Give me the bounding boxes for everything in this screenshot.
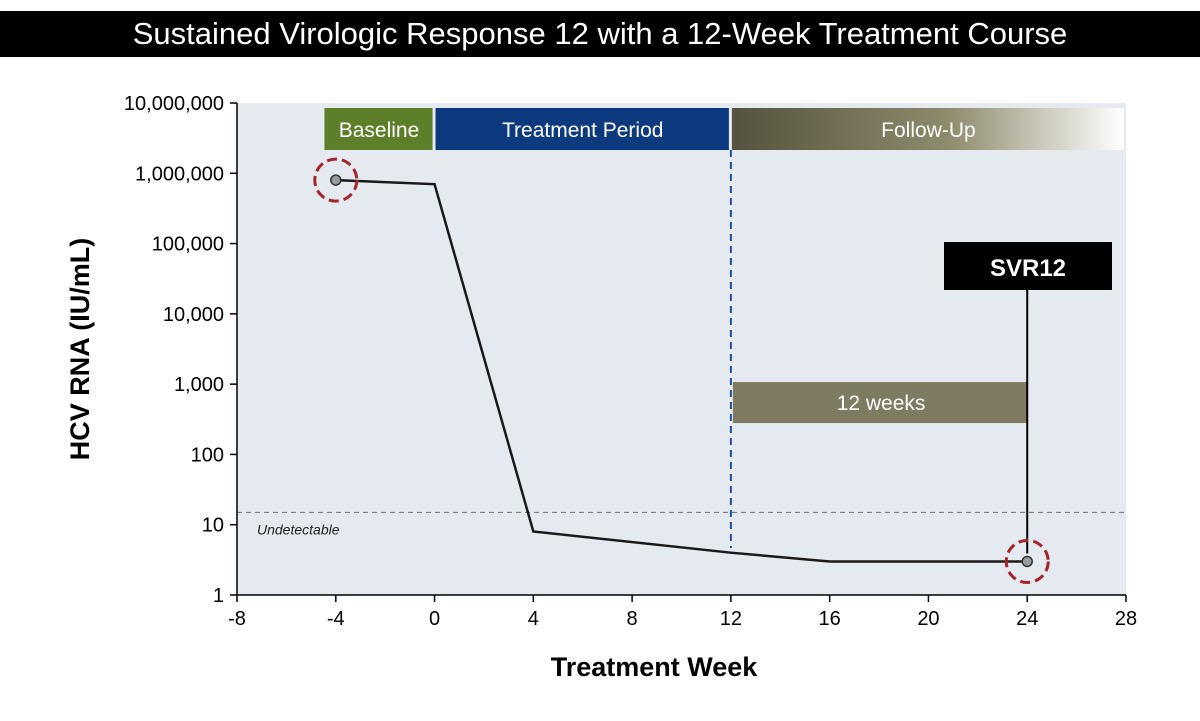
- data-point: [1021, 555, 1033, 568]
- y-axis-title: HCV RNA (IU/mL): [65, 238, 95, 461]
- x-tick-label: 24: [1016, 608, 1038, 630]
- y-tick-label: 10,000,000: [124, 93, 224, 115]
- x-tick-label: 28: [1115, 608, 1137, 630]
- x-tick-label: 0: [429, 608, 440, 630]
- series-line: [335, 178, 1028, 563]
- svr-label-box: [944, 242, 1112, 290]
- y-tick-label: 10: [202, 515, 224, 537]
- svr-label: SVR12: [990, 255, 1066, 282]
- phase-label: Baseline: [339, 119, 420, 142]
- data-point: [330, 174, 342, 186]
- y-tick-label: 1,000: [174, 374, 224, 396]
- phase-bar-treatment-period: [435, 108, 729, 150]
- highlight-ring: [1004, 538, 1050, 584]
- y-tick-label: 1,000,000: [135, 163, 224, 185]
- x-tick-label: 12: [720, 608, 742, 630]
- x-tick-label: -4: [327, 608, 345, 630]
- plot-area: [237, 103, 1126, 595]
- duration-bar-label: 12 weeks: [837, 392, 926, 415]
- chart-title: Sustained Virologic Response 12 with a 1…: [0, 11, 1200, 57]
- phase-label: Follow-Up: [881, 119, 976, 142]
- y-tick-label: 1: [213, 585, 224, 607]
- duration-bar: [732, 382, 1028, 424]
- threshold-label: Undetectable: [257, 521, 340, 537]
- x-tick-label: 8: [627, 608, 638, 630]
- x-tick-label: -8: [228, 608, 246, 630]
- x-tick-label: 20: [917, 608, 939, 630]
- x-tick-label: 4: [528, 608, 539, 630]
- y-tick-label: 10,000: [163, 304, 224, 326]
- x-tick-label: 16: [819, 608, 841, 630]
- y-tick-label: 100,000: [152, 234, 224, 256]
- phase-bar-baseline: [324, 108, 433, 150]
- phase-bar-follow-up: [731, 108, 1124, 150]
- x-axis-title: Treatment Week: [551, 652, 759, 682]
- highlight-ring: [313, 157, 359, 203]
- y-tick-label: 100: [191, 444, 224, 466]
- phase-label: Treatment Period: [502, 119, 663, 142]
